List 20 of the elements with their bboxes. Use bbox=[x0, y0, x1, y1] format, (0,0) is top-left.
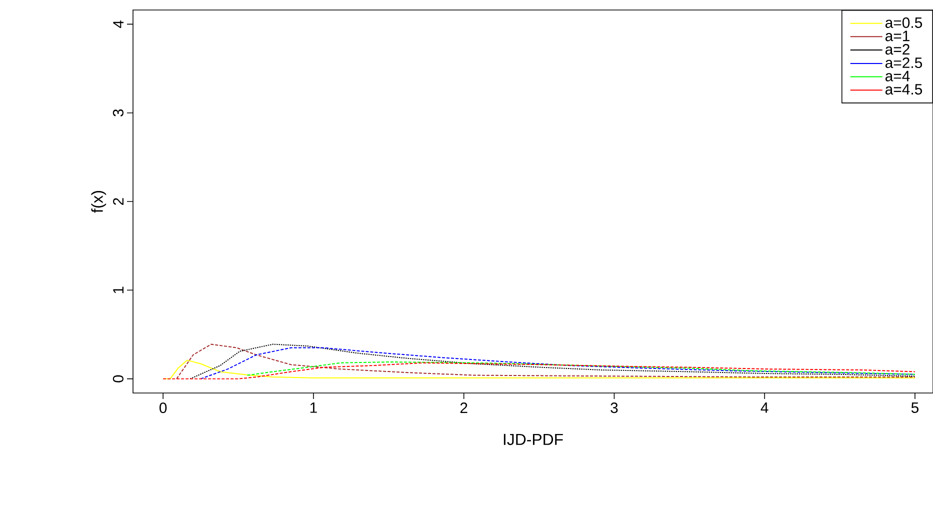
y-tick-label: 2 bbox=[113, 198, 124, 205]
y-tick-label: 4 bbox=[113, 20, 124, 28]
x-tick-label: 4 bbox=[760, 402, 768, 413]
y-axis-title: f(x) bbox=[91, 190, 106, 213]
y-tick-label: 1 bbox=[113, 286, 124, 294]
x-axis-title: IJD-PDF bbox=[504, 434, 563, 446]
legend-label: a=4.5 bbox=[885, 84, 922, 95]
x-tick-label: 2 bbox=[460, 402, 468, 413]
x-tick-label: 1 bbox=[310, 402, 317, 413]
legend-label: a=2.5 bbox=[885, 57, 922, 68]
y-tick-label: 0 bbox=[112, 375, 124, 382]
x-tick-label: 0 bbox=[160, 402, 167, 414]
legend-label: a=2 bbox=[885, 44, 910, 55]
legend-label: a=0.5 bbox=[885, 17, 922, 28]
legend-label: a=4 bbox=[885, 70, 910, 82]
y-tick-label: 3 bbox=[112, 109, 124, 116]
x-tick-label: 5 bbox=[911, 402, 918, 413]
x-tick-label: 3 bbox=[610, 402, 618, 414]
legend-label: a=1 bbox=[885, 30, 910, 42]
line-series bbox=[246, 361, 916, 376]
